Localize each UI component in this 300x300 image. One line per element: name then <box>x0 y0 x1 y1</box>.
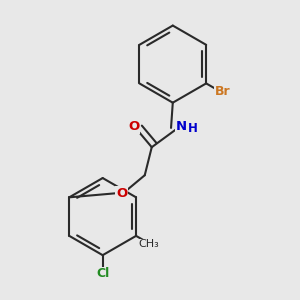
Text: Br: Br <box>215 85 231 98</box>
Text: CH₃: CH₃ <box>139 239 159 249</box>
Text: Cl: Cl <box>96 267 109 280</box>
Text: O: O <box>116 187 127 200</box>
Text: N: N <box>176 120 187 133</box>
Text: O: O <box>128 120 139 134</box>
Text: H: H <box>188 122 198 136</box>
